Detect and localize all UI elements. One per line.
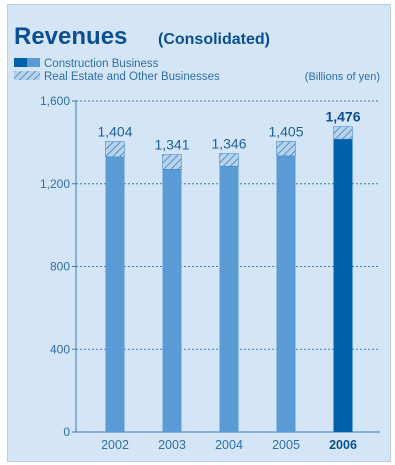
bar-real-estate-2005 — [276, 141, 296, 157]
bars — [105, 126, 353, 433]
chart-title: Revenues — [14, 23, 127, 50]
total-label-2004: 1,346 — [211, 136, 246, 152]
legend-label-real-estate: Real Estate and Other Businesses — [44, 71, 220, 83]
total-label-2003: 1,341 — [154, 137, 189, 153]
legend-swatch-construction — [27, 58, 40, 67]
total-label-2005: 1,405 — [268, 123, 303, 139]
y-tick-label: 800 — [50, 260, 70, 274]
x-tick-label-2002: 2002 — [101, 438, 129, 452]
labels: 0 400 800 1,200 1,600 1,404 2002 1,341 2003 1,346… — [40, 94, 361, 452]
bar-real-estate-2004 — [219, 153, 239, 167]
y-tick-label: 1,600 — [40, 94, 70, 108]
legend-swatch-construction-dark — [14, 58, 27, 67]
bar-construction-2005 — [276, 155, 296, 432]
bar-construction-2004 — [219, 166, 239, 432]
bar-real-estate-2002 — [105, 141, 125, 158]
x-tick-label-2005: 2005 — [272, 438, 300, 452]
unit-label: (Billions of yen) — [305, 71, 380, 83]
bar-construction-2006 — [333, 139, 353, 432]
legend: Construction Business Real Estate and Ot… — [14, 58, 220, 83]
x-tick-label-2006: 2006 — [329, 438, 357, 452]
bar-real-estate-2006 — [333, 126, 353, 140]
y-tick-label: 0 — [63, 425, 70, 439]
legend-swatch-real-estate — [14, 71, 40, 80]
y-tick-label: 1,200 — [40, 177, 70, 191]
total-label-2002: 1,404 — [97, 124, 132, 140]
x-tick-label-2004: 2004 — [215, 438, 243, 452]
bar-construction-2003 — [162, 169, 182, 433]
chart-subtitle: (Consolidated) — [158, 31, 270, 48]
bar-construction-2002 — [105, 156, 125, 432]
x-tick-label-2003: 2003 — [158, 438, 186, 452]
total-label-2006: 1,476 — [325, 109, 360, 125]
y-tick-label: 400 — [50, 342, 70, 356]
bar-real-estate-2003 — [162, 154, 182, 170]
legend-label-construction: Construction Business — [44, 58, 159, 70]
chart-panel — [7, 4, 391, 462]
